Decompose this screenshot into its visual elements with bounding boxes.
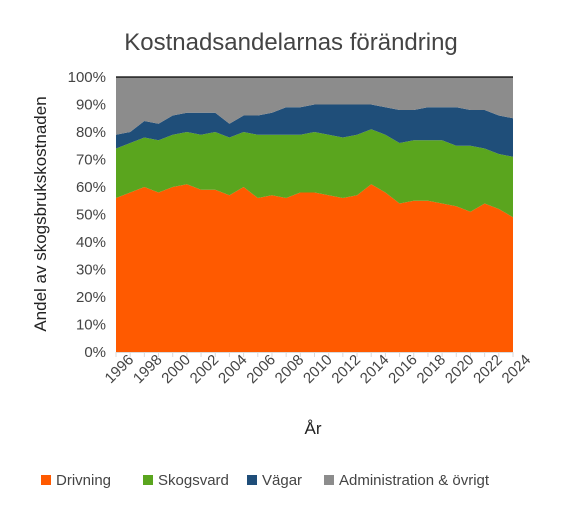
legend-label: Administration & övrigt — [339, 472, 490, 489]
legend-label: Vägar — [262, 472, 302, 489]
y-tick-label: 70% — [76, 152, 106, 169]
legend-item-skogsvard: Skogsvard — [143, 472, 229, 489]
x-tick-label: 2018 — [414, 351, 450, 387]
plot-area — [116, 76, 513, 352]
legend-item-vagar: Vägar — [247, 472, 302, 489]
x-tick-label: 2008 — [272, 351, 308, 387]
y-tick-label: 20% — [76, 289, 106, 306]
legend-swatch — [247, 475, 257, 485]
area-series-administration-and-ovrigt — [116, 77, 513, 135]
x-tick-label: 2002 — [187, 351, 223, 387]
x-tick-label: 2020 — [442, 351, 478, 387]
y-tick-label: 60% — [76, 179, 106, 196]
y-tick-label: 0% — [84, 344, 106, 361]
area-series-vagar — [116, 104, 513, 157]
x-tick-label: 2014 — [357, 351, 393, 387]
chart-title: Kostnadsandelarnas förändring — [124, 29, 458, 56]
x-tick-label: 2022 — [470, 351, 506, 387]
legend-label: Drivning — [56, 472, 111, 489]
legend-item-administration-and-ovrigt: Administration & övrigt — [324, 472, 490, 489]
y-tick-label: 80% — [76, 124, 106, 141]
legend-swatch — [41, 475, 51, 485]
y-tick-label: 40% — [76, 234, 106, 251]
y-tick-label: 10% — [76, 317, 106, 334]
y-axis-label: Andel av skogsbrukskostnaden — [31, 96, 50, 331]
x-tick-label: 2012 — [328, 351, 364, 387]
x-tick-label: 1996 — [102, 351, 138, 387]
x-tick-label: 2024 — [499, 351, 535, 387]
area-series-drivning — [116, 184, 513, 352]
x-tick-label: 1998 — [130, 351, 166, 387]
legend: Drivning Skogsvard Vägar Administration & ö… — [41, 472, 490, 489]
x-tick-label: 2010 — [300, 351, 336, 387]
legend-item-drivning: Drivning — [41, 472, 111, 489]
legend-label: Skogsvard — [158, 472, 229, 489]
x-tick-label: 2016 — [385, 351, 421, 387]
y-tick-label: 100% — [68, 69, 106, 86]
y-tick-label: 30% — [76, 262, 106, 279]
legend-swatch — [143, 475, 153, 485]
y-axis: 0% 10% 20% 30% 40% 50% 60% 70% 80% 90% 100% — [68, 69, 106, 361]
x-axis-label: År — [305, 419, 322, 438]
x-tick-label: 2000 — [158, 351, 194, 387]
x-axis: 1996199820002002200420062008201020122014… — [102, 351, 535, 387]
x-tick-label: 2006 — [243, 351, 279, 387]
legend-swatch — [324, 475, 334, 485]
x-tick-label: 2004 — [215, 351, 251, 387]
area-series-skogsvard — [116, 129, 513, 218]
y-tick-label: 50% — [76, 207, 106, 224]
y-tick-label: 90% — [76, 97, 106, 114]
